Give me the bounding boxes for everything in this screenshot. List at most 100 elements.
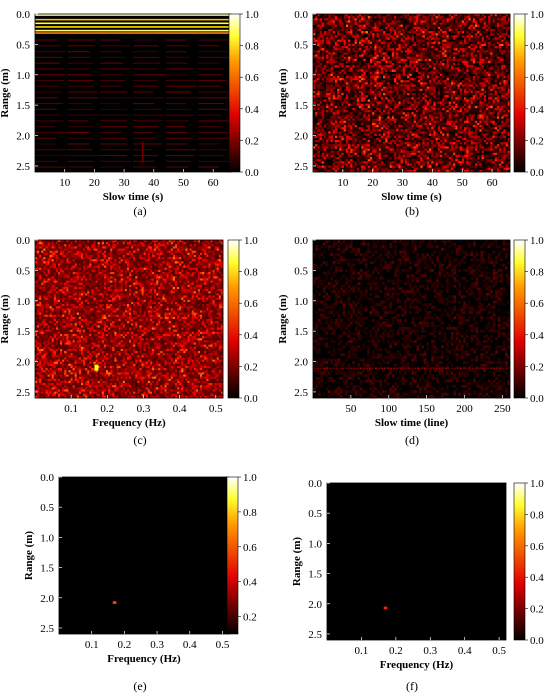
- y-tick-label: 2.0: [16, 131, 30, 143]
- x-tick-label: 0.2: [118, 639, 132, 651]
- panel-d: 50 100 150 200 250 0.0 0.5 1.0 1.5 2.0 2.5 Slow tim…: [277, 235, 544, 447]
- y-tick-label: 1.5: [308, 569, 322, 581]
- y-tick-label: 1.5: [40, 563, 54, 575]
- colorbar: 0.0 0.2 0.4 0.6 0.8 1.0: [513, 9, 544, 179]
- y-tick-label: 2.0: [308, 599, 322, 611]
- x-axis-label: Slow time (line): [375, 417, 449, 429]
- colorbar-tick-label: 0.4: [530, 330, 544, 342]
- x-tick-label: 10: [59, 177, 71, 189]
- x-tick-label: 0.1: [85, 639, 99, 651]
- panel-b: 10 20 30 40 50 60 0.0 0.5 1.0 1.5 2.0 2.5 Slow time …: [277, 9, 544, 218]
- colorbar-tick-label: 0.2: [243, 612, 257, 624]
- y-tick-label: 0.5: [40, 502, 54, 514]
- y-tick-label: 2.5: [294, 161, 308, 173]
- colorbar-tick-label: 1.0: [243, 472, 257, 484]
- y-tick-label: 0.0: [294, 9, 308, 21]
- plot-area: [35, 14, 231, 172]
- x-tick-label: 0.2: [389, 645, 403, 657]
- colorbar-tick-label: 0.2: [530, 604, 544, 616]
- x-tick-label: 0.4: [173, 403, 187, 415]
- y-axis-label: Range (m): [291, 537, 303, 587]
- colorbar-tick-label: 0.4: [245, 104, 259, 116]
- y-tick-label: 2.5: [16, 387, 30, 399]
- y-tick-label: 2.0: [294, 131, 308, 143]
- x-tick-label: 0.5: [216, 639, 230, 651]
- colorbar-tick-label: 0.2: [530, 135, 544, 147]
- plot-area: [327, 483, 506, 640]
- y-tick-label: 0.0: [308, 478, 322, 490]
- x-tick-label: 0.1: [64, 403, 78, 415]
- y-tick-label: 1.0: [16, 296, 30, 308]
- y-tick-label: 0.5: [294, 39, 308, 51]
- colorbar-tick-label: 0.4: [530, 572, 544, 584]
- x-tick-label: 10: [337, 177, 349, 189]
- y-axis-label: Range (m): [0, 294, 11, 344]
- x-tick-label: 100: [381, 403, 398, 415]
- panel-a: 10 20 30 40 50 60 0.0 0.5 1.0 1.5 2.0 2.5 Slow time …: [0, 9, 259, 218]
- colorbar-tick-label: 1.0: [245, 9, 259, 21]
- y-tick-label: 1.5: [16, 326, 30, 338]
- y-tick-label: 0.0: [294, 235, 308, 247]
- y-tick-label: 2.5: [16, 161, 30, 173]
- y-tick-label: 1.0: [308, 538, 322, 550]
- colorbar-tick-label: 0.0: [245, 167, 259, 179]
- y-tick-label: 1.0: [294, 70, 308, 82]
- colorbar-tick-label: 0.2: [530, 361, 544, 373]
- colorbar-tick-label: 0.2: [245, 135, 259, 147]
- panel-caption: (c): [133, 433, 146, 447]
- x-tick-label: 0.5: [209, 403, 223, 415]
- x-tick-label: 30: [119, 177, 131, 189]
- heatmap-cells: [334, 606, 491, 610]
- colorbar-tick-label: 0.6: [530, 298, 544, 310]
- colorbar-tick-label: 0.8: [530, 267, 544, 279]
- colorbar-tick-label: 0.6: [530, 72, 544, 84]
- y-tick-label: 1.5: [294, 100, 308, 112]
- x-axis-label: Frequency (Hz): [380, 659, 454, 671]
- x-tick-label: 0.1: [355, 645, 369, 657]
- peak-marker: [94, 364, 99, 371]
- x-axis-label: Slow time (s): [103, 191, 164, 203]
- x-tick-label: 0.3: [137, 403, 151, 415]
- y-tick-label: 1.0: [40, 532, 54, 544]
- panel-caption: (a): [133, 204, 146, 218]
- colorbar-tick-label: 0.0: [530, 635, 544, 647]
- colorbar-tick-label: 1.0: [530, 235, 544, 247]
- panel-e: 0.1 0.2 0.3 0.4 0.5 0.0 0.5 1.0 1.5 2.0 2.5 Frequen…: [23, 472, 257, 693]
- y-tick-label: 0.5: [308, 508, 322, 520]
- x-tick-label: 20: [367, 177, 379, 189]
- colorbar-tick-label: 0.0: [244, 393, 258, 405]
- colorbar: 0.0 0.2 0.4 0.6 0.8 1.0: [513, 235, 544, 405]
- heatmap-cells: [35, 240, 224, 399]
- x-tick-label: 40: [148, 177, 160, 189]
- x-tick-label: 40: [427, 177, 439, 189]
- y-axis-label: Range (m): [23, 531, 35, 581]
- y-axis-label: Range (m): [277, 68, 289, 118]
- colorbar-tick-label: 0.8: [243, 507, 257, 519]
- x-tick-label: 250: [494, 403, 511, 415]
- x-tick-label: 0.2: [100, 403, 114, 415]
- x-tick-label: 50: [457, 177, 469, 189]
- y-tick-label: 2.5: [294, 387, 308, 399]
- colorbar-tick-label: 0.8: [245, 41, 259, 53]
- plot-frame: [34, 239, 224, 399]
- panel-caption: (b): [405, 204, 419, 218]
- x-axis-label: Frequency (Hz): [107, 653, 181, 665]
- x-tick-label: 20: [89, 177, 101, 189]
- plot-frame: [326, 482, 507, 641]
- plot-frame: [312, 239, 511, 399]
- x-tick-label: 60: [487, 177, 499, 189]
- y-tick-label: 2.0: [40, 593, 54, 605]
- x-tick-label: 0.3: [150, 639, 164, 651]
- colorbar-tick-label: 0.6: [245, 72, 259, 84]
- colorbar-tick-label: 0.4: [244, 330, 258, 342]
- colorbar-tick-label: 0.6: [243, 542, 257, 554]
- panel-caption: (e): [133, 679, 146, 693]
- y-tick-label: 0.0: [16, 235, 30, 247]
- x-tick-label: 0.3: [423, 645, 437, 657]
- peak-marker: [383, 606, 388, 610]
- colorbar-tick-label: 1.0: [244, 235, 258, 247]
- x-tick-label: 50: [178, 177, 190, 189]
- heatmap-cells: [313, 14, 511, 173]
- y-tick-label: 2.0: [16, 357, 30, 369]
